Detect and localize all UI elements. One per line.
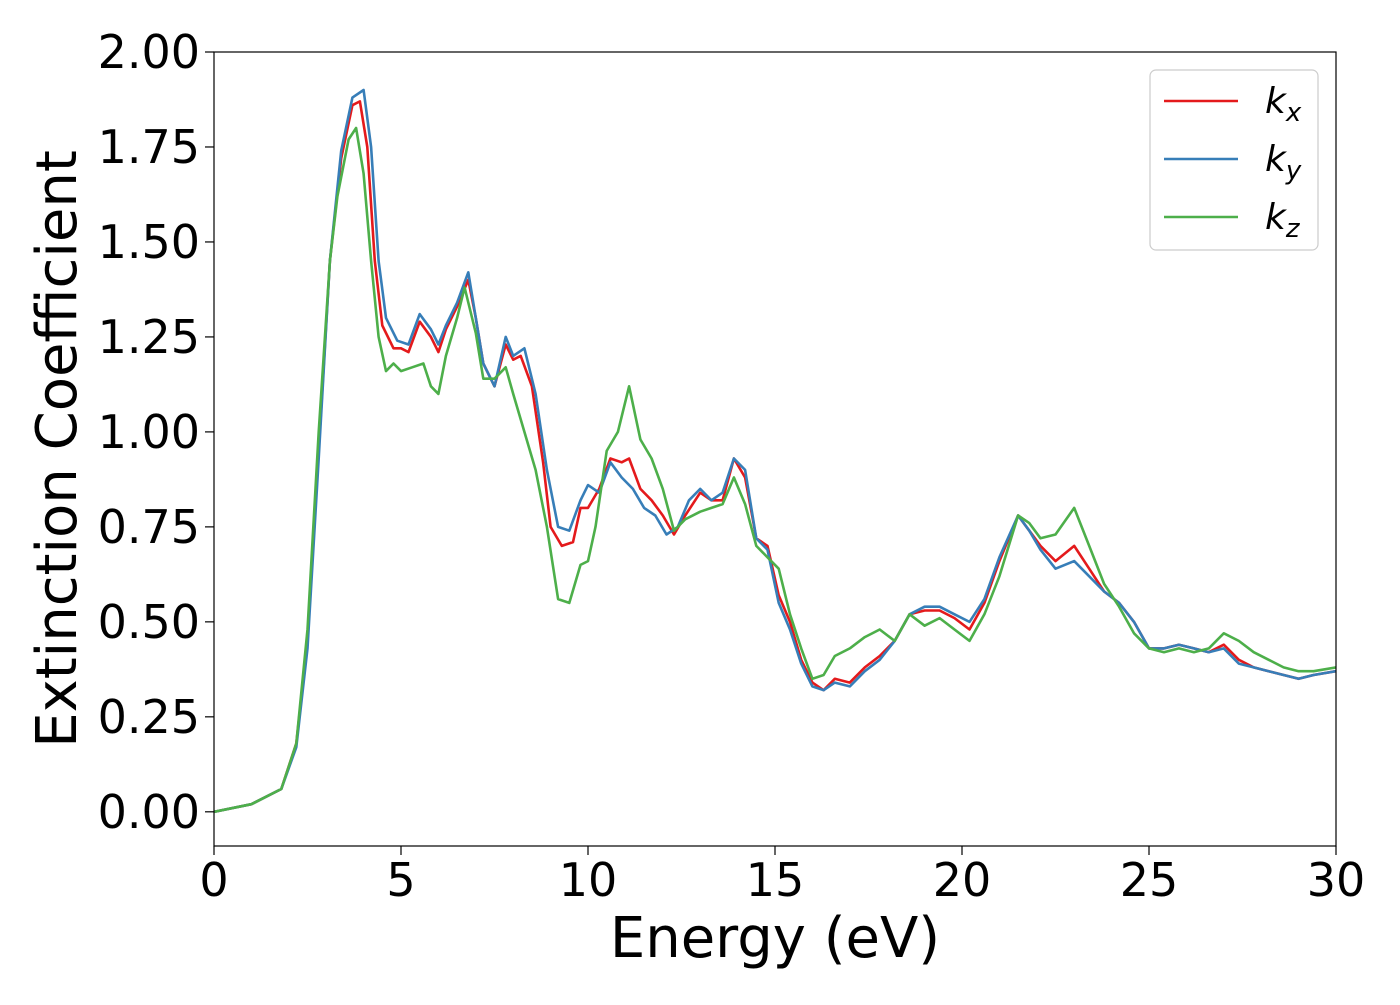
x-tick-label: 15	[746, 853, 805, 907]
x-tick-label: 30	[1307, 853, 1366, 907]
y-tick-label: 0.50	[98, 595, 200, 649]
legend-label-kz: kz	[1265, 197, 1301, 244]
y-tick-label: 2.00	[98, 25, 200, 79]
y-axis-title: Extinction Coefficient	[25, 150, 90, 748]
x-tick-label: 10	[559, 853, 618, 907]
legend-label-kx: kx	[1265, 81, 1302, 128]
y-tick-label: 0.75	[98, 500, 200, 554]
x-tick-label: 25	[1120, 853, 1179, 907]
x-axis-title: Energy (eV)	[610, 906, 940, 971]
x-tick-label: 20	[933, 853, 992, 907]
y-tick-label: 1.50	[98, 215, 200, 269]
y-tick-label: 1.75	[98, 120, 200, 174]
series-line-kz	[214, 126, 1336, 814]
y-tick-label: 0.00	[98, 785, 200, 839]
y-tick-label: 1.00	[98, 405, 200, 459]
x-tick-label: 5	[386, 853, 415, 907]
x-tick-label: 0	[199, 853, 228, 907]
y-tick-label: 0.25	[98, 690, 200, 744]
legend: kx ky kz	[1149, 69, 1319, 251]
y-tick-label: 1.25	[98, 310, 200, 364]
legend-label-ky: ky	[1265, 139, 1302, 186]
ticks-layer: 0 5 10 15 20 25 30 0.00 0.25 0.50 0.75 1.00 1.25 1.50…	[98, 25, 1366, 907]
series-layer	[214, 88, 1336, 814]
